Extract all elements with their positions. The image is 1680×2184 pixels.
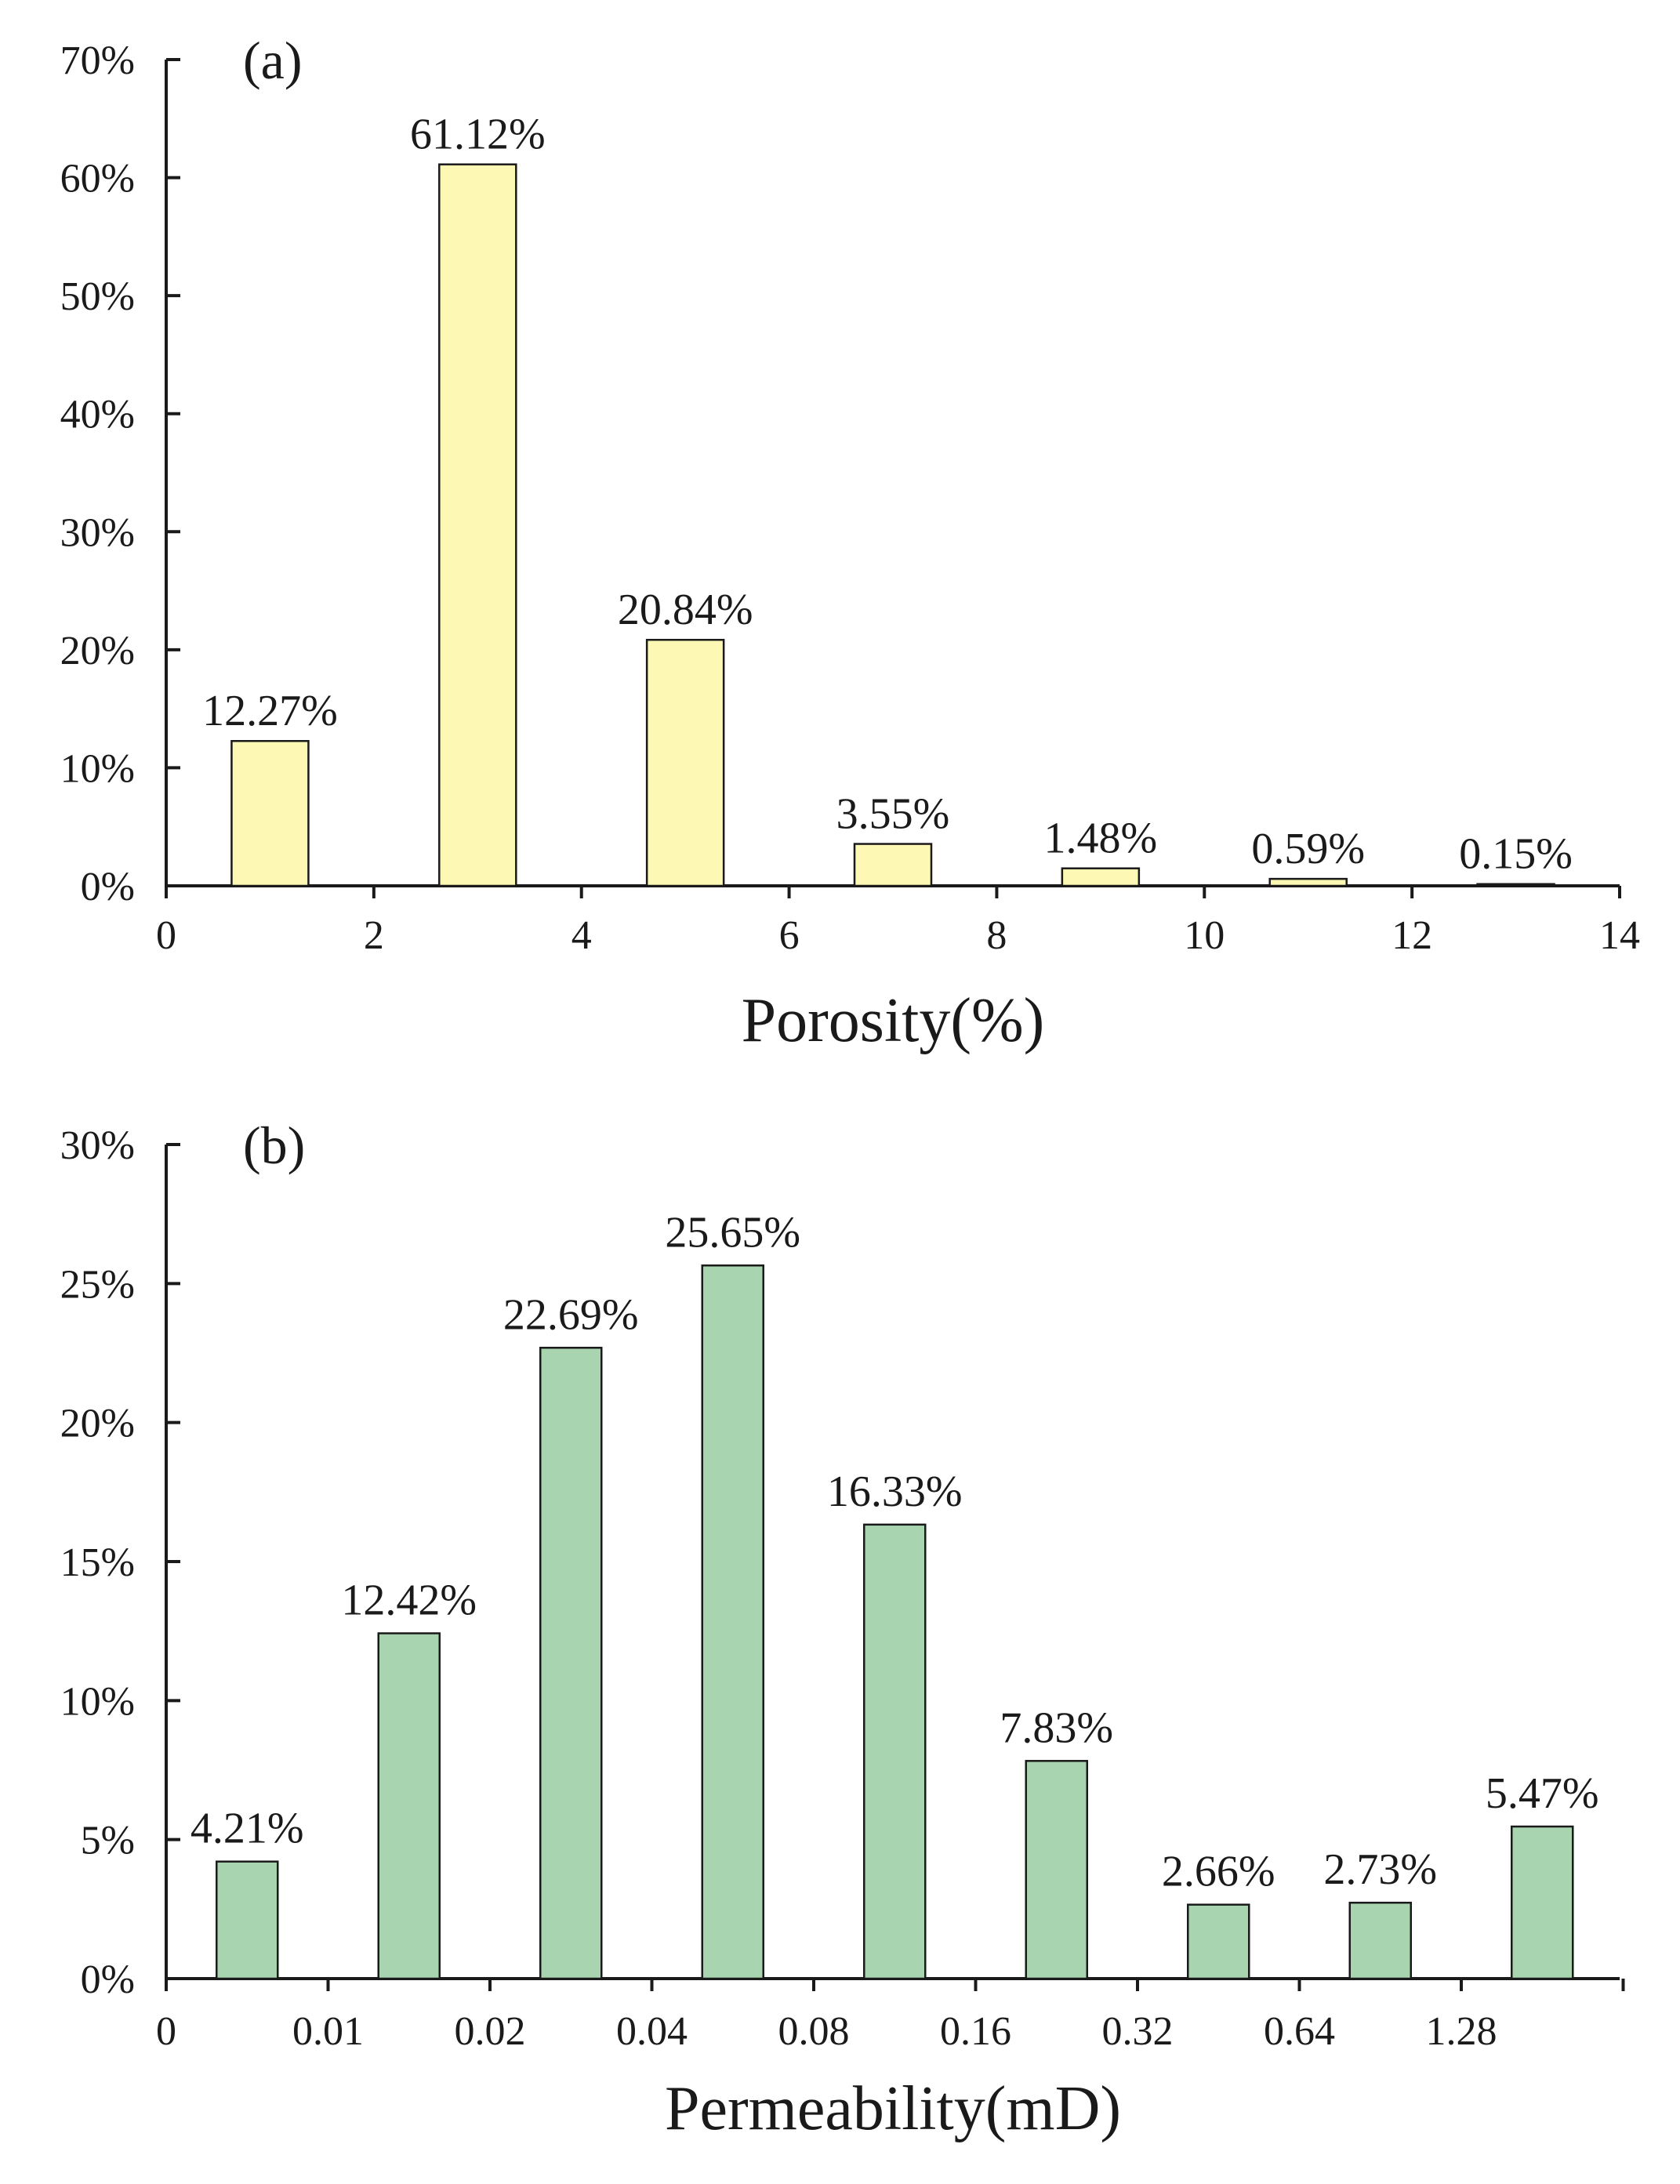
data-label: 0.59% <box>1251 825 1365 873</box>
y-tick-label: 60% <box>60 157 135 201</box>
data-label: 20.84% <box>618 586 753 634</box>
chart-panel-a: 0% 10% 20% 30% 40% 50% 60% 70% 0 2 4 6 8 10 12 14 12.27%… <box>60 31 1640 1055</box>
x-tick-label: 0.04 <box>616 2009 688 2054</box>
data-label: 12.27% <box>202 687 338 735</box>
y-tick-label: 50% <box>60 274 135 319</box>
x-tick-label: 0.01 <box>292 2009 364 2054</box>
x-tick-label: 0.32 <box>1102 2009 1174 2054</box>
x-tick-label: 6 <box>779 913 800 958</box>
x-tick-label: 2 <box>364 913 384 958</box>
y-tick-label: 40% <box>60 393 135 437</box>
bar <box>1025 1760 1088 1980</box>
y-tick-label: 30% <box>60 1123 135 1168</box>
data-label: 7.83% <box>1000 1703 1113 1752</box>
bar <box>539 1347 603 1980</box>
x-tick-label: 0.16 <box>940 2009 1011 2054</box>
bar <box>438 163 517 887</box>
bar <box>1348 1901 1412 1980</box>
data-label: 4.21% <box>190 1805 304 1853</box>
x-tick-label: 4 <box>571 913 592 958</box>
bar <box>230 739 310 887</box>
y-tick-label: 0% <box>81 1957 135 2002</box>
y-tick-label: 25% <box>60 1262 135 1307</box>
bar <box>645 638 725 887</box>
data-label: 1.48% <box>1044 814 1158 863</box>
bar <box>216 1860 279 1980</box>
y-tick-label: 5% <box>81 1819 135 1863</box>
y-tick-label: 0% <box>81 865 135 909</box>
bar <box>1268 877 1348 887</box>
x-tick-label: 8 <box>986 913 1007 958</box>
x-axis-title: Permeability(mD) <box>665 2074 1121 2143</box>
bar <box>863 1523 927 1980</box>
chart-panel-b: 0% 5% 10% 15% 20% 25% 30% 0 0.01 0.02 0.04 0.08 0.16… <box>60 1116 1625 2143</box>
y-tick-label: 10% <box>60 1679 135 1724</box>
bar <box>853 843 933 887</box>
x-tick-label: 0.08 <box>778 2009 850 2054</box>
y-tick-label: 10% <box>60 746 135 791</box>
y-tick-label: 30% <box>60 510 135 555</box>
bar <box>701 1264 764 1980</box>
bar <box>1187 1903 1250 1980</box>
y-tick-label: 20% <box>60 629 135 673</box>
bar <box>1476 883 1555 887</box>
data-label: 3.55% <box>836 790 950 839</box>
y-tick-label: 20% <box>60 1402 135 1446</box>
data-label: 16.33% <box>827 1467 963 1516</box>
bar <box>1511 1825 1574 1980</box>
x-axis-title: Porosity(%) <box>742 986 1045 1055</box>
bar <box>377 1632 441 1980</box>
data-label: 2.73% <box>1323 1845 1437 1894</box>
x-tick-label: 0.02 <box>455 2009 526 2054</box>
data-label: 61.12% <box>410 111 546 159</box>
panel-label: (b) <box>243 1116 305 1175</box>
x-tick-label: 1.28 <box>1426 2009 1497 2054</box>
data-label: 5.47% <box>1486 1769 1599 1818</box>
bar <box>1061 867 1141 887</box>
y-tick-label: 70% <box>60 38 135 83</box>
x-tick-label: 10 <box>1184 913 1225 958</box>
x-tick-label: 0.64 <box>1264 2009 1335 2054</box>
x-tick-label: 0 <box>156 913 176 958</box>
panel-label: (a) <box>243 31 302 90</box>
x-tick-label: 14 <box>1599 913 1640 958</box>
data-label: 0.15% <box>1459 830 1573 879</box>
data-label: 25.65% <box>665 1208 800 1257</box>
data-label: 12.42% <box>341 1576 477 1625</box>
data-label: 22.69% <box>503 1290 639 1339</box>
y-tick-label: 15% <box>60 1540 135 1585</box>
x-tick-label: 12 <box>1392 913 1432 958</box>
x-tick-label: 0 <box>156 2009 176 2054</box>
data-label: 2.66% <box>1162 1848 1275 1896</box>
